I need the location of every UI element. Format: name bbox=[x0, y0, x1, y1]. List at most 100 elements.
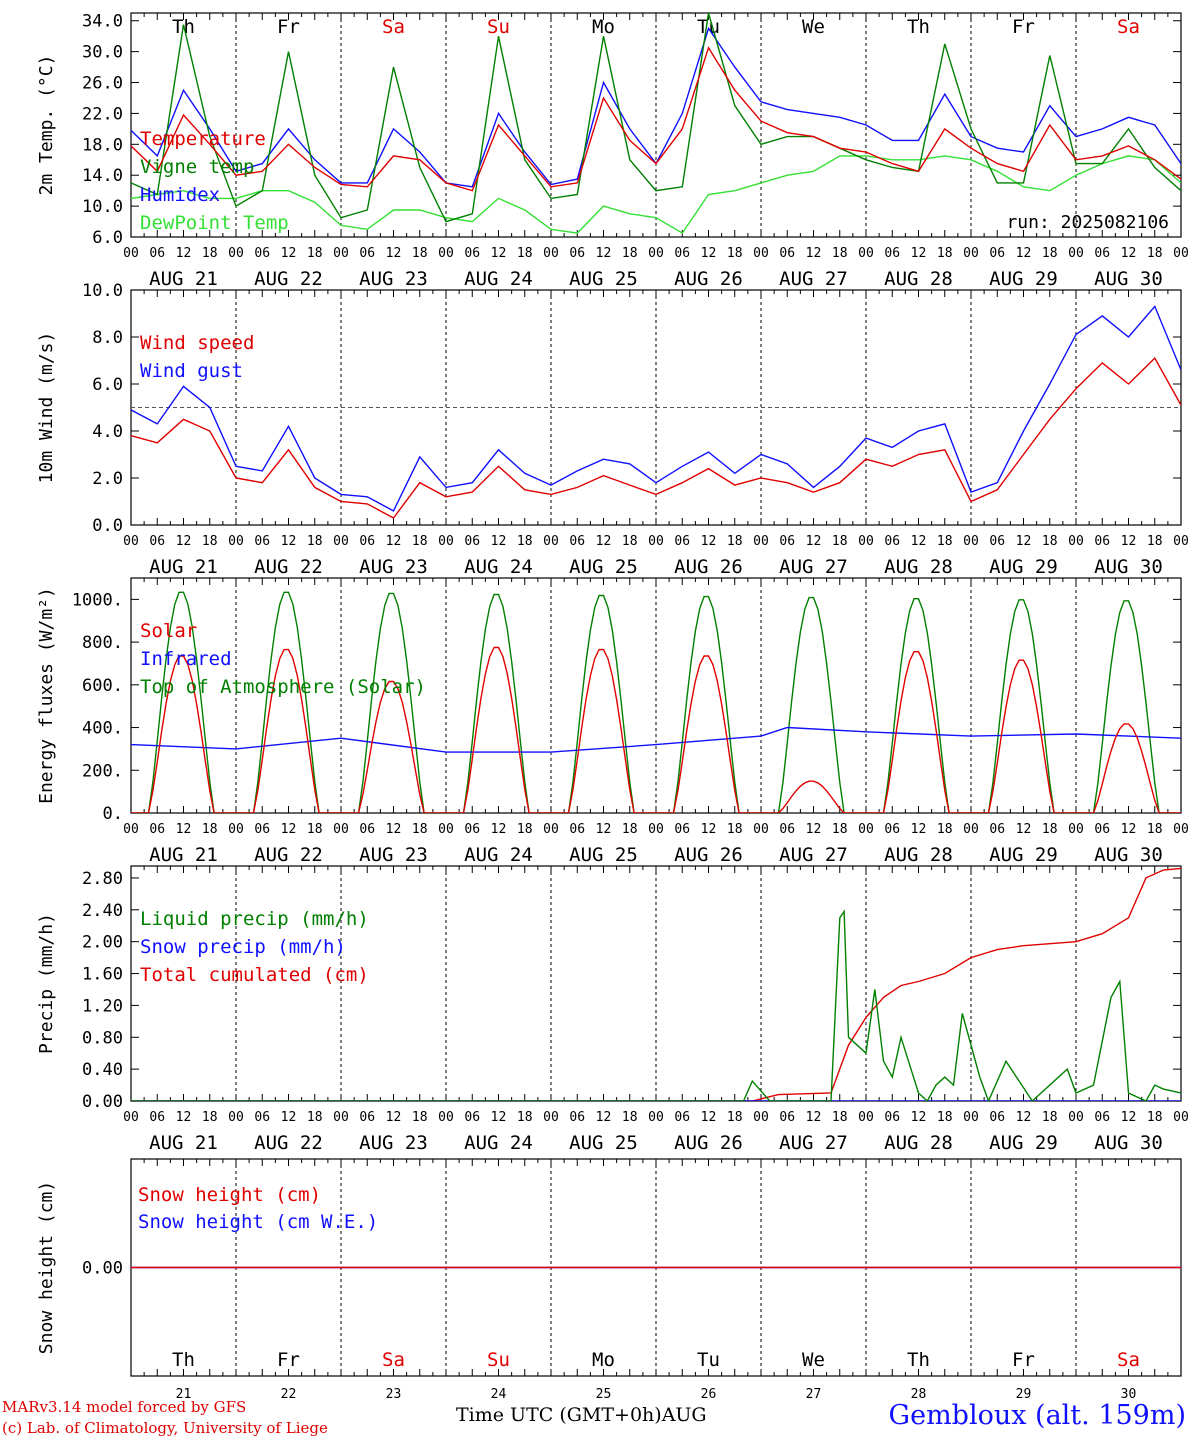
hour-tick-label: 18 bbox=[832, 822, 848, 837]
hour-tick-label: 18 bbox=[517, 534, 533, 549]
hour-tick-label: 06 bbox=[149, 534, 165, 549]
hour-tick-label: 18 bbox=[1147, 246, 1163, 261]
hour-tick-label: 06 bbox=[779, 1110, 795, 1125]
hour-tick-label: 12 bbox=[806, 822, 822, 837]
series-line-vigne-temp bbox=[131, 13, 1181, 223]
hour-tick-label: 12 bbox=[386, 822, 402, 837]
series-line-infrared bbox=[131, 726, 1181, 753]
hour-tick-label: 12 bbox=[176, 1110, 192, 1125]
hour-tick-label: 18 bbox=[307, 246, 323, 261]
y-tick-label: 1000. bbox=[72, 590, 123, 610]
y-tick-label: 0.00 bbox=[82, 1092, 123, 1112]
date-label: AUG 22 bbox=[254, 556, 323, 578]
hour-tick-label: 06 bbox=[884, 534, 900, 549]
hour-tick-label: 18 bbox=[1042, 246, 1058, 261]
date-label: AUG 29 bbox=[989, 556, 1058, 578]
hour-tick-label: 12 bbox=[1121, 246, 1137, 261]
hour-tick-label: 00 bbox=[438, 246, 454, 261]
hour-tick-label: 18 bbox=[412, 534, 428, 549]
day-number-label: 21 bbox=[176, 1387, 192, 1402]
y-tick-label: 8.0 bbox=[92, 328, 123, 348]
date-label: AUG 29 bbox=[989, 1132, 1058, 1154]
series-line-dewpoint-temp bbox=[131, 155, 1181, 235]
date-label: AUG 25 bbox=[569, 268, 638, 290]
hour-tick-label: 18 bbox=[412, 246, 428, 261]
hour-tick-label: 00 bbox=[543, 1110, 559, 1125]
weekday-label: Fr bbox=[1012, 1349, 1035, 1371]
hour-tick-label: 00 bbox=[1173, 246, 1189, 261]
date-label: AUG 30 bbox=[1094, 844, 1163, 866]
x-axis-title: Time UTC (GMT+0h)AUG bbox=[456, 1404, 707, 1426]
y-tick-label: 6.0 bbox=[92, 375, 123, 395]
plot-frame bbox=[130, 12, 1182, 238]
hour-tick-label: 00 bbox=[858, 534, 874, 549]
y-tick-label: 14.0 bbox=[82, 166, 123, 186]
legend-entry: Infrared bbox=[140, 648, 232, 670]
hour-tick-label: 18 bbox=[517, 1110, 533, 1125]
hour-tick-label: 18 bbox=[412, 1110, 428, 1125]
hour-tick-label: 00 bbox=[228, 534, 244, 549]
y-tick-label: 0. bbox=[103, 804, 123, 824]
hour-tick-label: 00 bbox=[963, 246, 979, 261]
hour-tick-label: 06 bbox=[569, 534, 585, 549]
date-label: AUG 28 bbox=[884, 268, 953, 290]
y-tick-label: 1.60 bbox=[82, 965, 123, 985]
hour-tick-label: 06 bbox=[674, 246, 690, 261]
hour-tick-label: 06 bbox=[674, 534, 690, 549]
hour-tick-label: 06 bbox=[569, 1110, 585, 1125]
weekday-label: Sa bbox=[382, 1349, 405, 1371]
hour-tick-label: 12 bbox=[1016, 822, 1032, 837]
hour-tick-label: 06 bbox=[779, 246, 795, 261]
hour-tick-label: 18 bbox=[622, 822, 638, 837]
y-tick-label: 30.0 bbox=[82, 43, 123, 63]
hour-tick-label: 06 bbox=[989, 1110, 1005, 1125]
hour-tick-label: 12 bbox=[596, 534, 612, 549]
chart-panel-3: 0. 200. 400. 600. 800. 1000. Energy fluxes (W/… bbox=[36, 577, 1189, 866]
hour-tick-label: 00 bbox=[1068, 246, 1084, 261]
hour-tick-label: 18 bbox=[517, 246, 533, 261]
hour-tick-label: 06 bbox=[779, 822, 795, 837]
day-number-label: 25 bbox=[596, 1387, 612, 1402]
day-number-label: 28 bbox=[911, 1387, 927, 1402]
hour-tick-label: 06 bbox=[674, 822, 690, 837]
date-label: AUG 27 bbox=[779, 556, 848, 578]
weekday-label: Tu bbox=[697, 1349, 720, 1371]
hour-tick-label: 06 bbox=[359, 1110, 375, 1125]
weekday-label: Th bbox=[907, 1349, 930, 1371]
date-label: AUG 26 bbox=[674, 844, 743, 866]
hour-tick-label: 06 bbox=[569, 822, 585, 837]
weekday-label: Su bbox=[487, 1349, 510, 1371]
hour-tick-label: 12 bbox=[1016, 534, 1032, 549]
series-line-wind-speed bbox=[131, 356, 1181, 519]
hour-tick-label: 12 bbox=[701, 534, 717, 549]
hour-tick-label: 18 bbox=[832, 534, 848, 549]
y-axis-label: Precip (mm/h) bbox=[36, 913, 57, 1054]
weekday-label: We bbox=[802, 16, 825, 38]
y-axis-label: 10m Wind (m/s) bbox=[36, 332, 57, 484]
date-label: AUG 21 bbox=[149, 556, 218, 578]
date-label: AUG 23 bbox=[359, 844, 428, 866]
hour-tick-label: 00 bbox=[753, 246, 769, 261]
weekday-label: Mo bbox=[592, 1349, 615, 1371]
legend-entry: Wind gust bbox=[140, 360, 243, 382]
hour-tick-label: 06 bbox=[254, 246, 270, 261]
hour-tick-label: 00 bbox=[1173, 1110, 1189, 1125]
hour-tick-label: 06 bbox=[254, 822, 270, 837]
hour-tick-label: 06 bbox=[359, 822, 375, 837]
day-number-label: 22 bbox=[281, 1387, 297, 1402]
weekday-label: Mo bbox=[592, 16, 615, 38]
date-label: AUG 28 bbox=[884, 1132, 953, 1154]
y-tick-label: 10.0 bbox=[82, 281, 123, 301]
date-label: AUG 27 bbox=[779, 268, 848, 290]
date-label: AUG 26 bbox=[674, 1132, 743, 1154]
hour-tick-label: 00 bbox=[123, 246, 139, 261]
chart-panel-2: 0.0 2.0 4.0 6.0 8.0 10.0 10m Wind (m/s) 00 06 12 1… bbox=[36, 281, 1189, 578]
chart-panel-1: 6.0 10.0 14.0 18.0 22.0 26.0 30.0 34.0 2m Temp. … bbox=[36, 12, 1189, 290]
date-label: AUG 23 bbox=[359, 1132, 428, 1154]
date-label: AUG 23 bbox=[359, 556, 428, 578]
hour-tick-label: 12 bbox=[911, 246, 927, 261]
y-tick-label: 4.0 bbox=[92, 422, 123, 442]
hour-tick-label: 00 bbox=[333, 534, 349, 549]
day-number-label: 29 bbox=[1016, 1387, 1032, 1402]
hour-tick-label: 00 bbox=[333, 1110, 349, 1125]
